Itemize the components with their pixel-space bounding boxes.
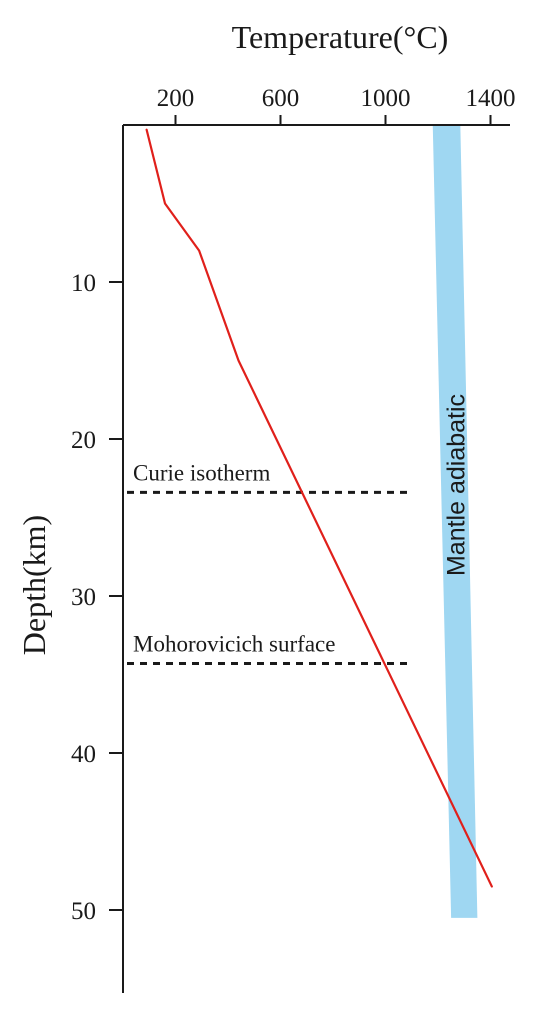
band-layer (432, 125, 478, 918)
reference-lines-layer (127, 490, 412, 666)
moho-surface-label: Mohorovicich surface (133, 632, 335, 657)
y-tick-label: 10 (71, 270, 96, 297)
x-tick-label: 1000 (361, 85, 411, 112)
x-tick-label: 600 (262, 85, 300, 112)
y-axis-title: Depth(km) (16, 515, 52, 655)
y-tick-label: 40 (71, 741, 96, 768)
y-tick-label: 20 (71, 427, 96, 454)
curie-isotherm-label: Curie isotherm (133, 460, 270, 485)
x-axis-title: Temperature(°C) (232, 19, 449, 55)
labels-layer: Mantle adiabatic Curie isotherm Mohorovici… (16, 19, 516, 925)
series-layer (145, 128, 493, 888)
axes-layer (109, 115, 510, 993)
x-tick-label: 1400 (466, 85, 516, 112)
y-tick-label: 30 (71, 584, 96, 611)
mantle-adiabatic-label: Mantle adiabatic (442, 394, 470, 576)
y-tick-label: 50 (71, 898, 96, 925)
x-tick-label: 200 (157, 85, 195, 112)
mantle-adiabatic-band (432, 125, 478, 918)
geotherm-curve (145, 128, 493, 888)
